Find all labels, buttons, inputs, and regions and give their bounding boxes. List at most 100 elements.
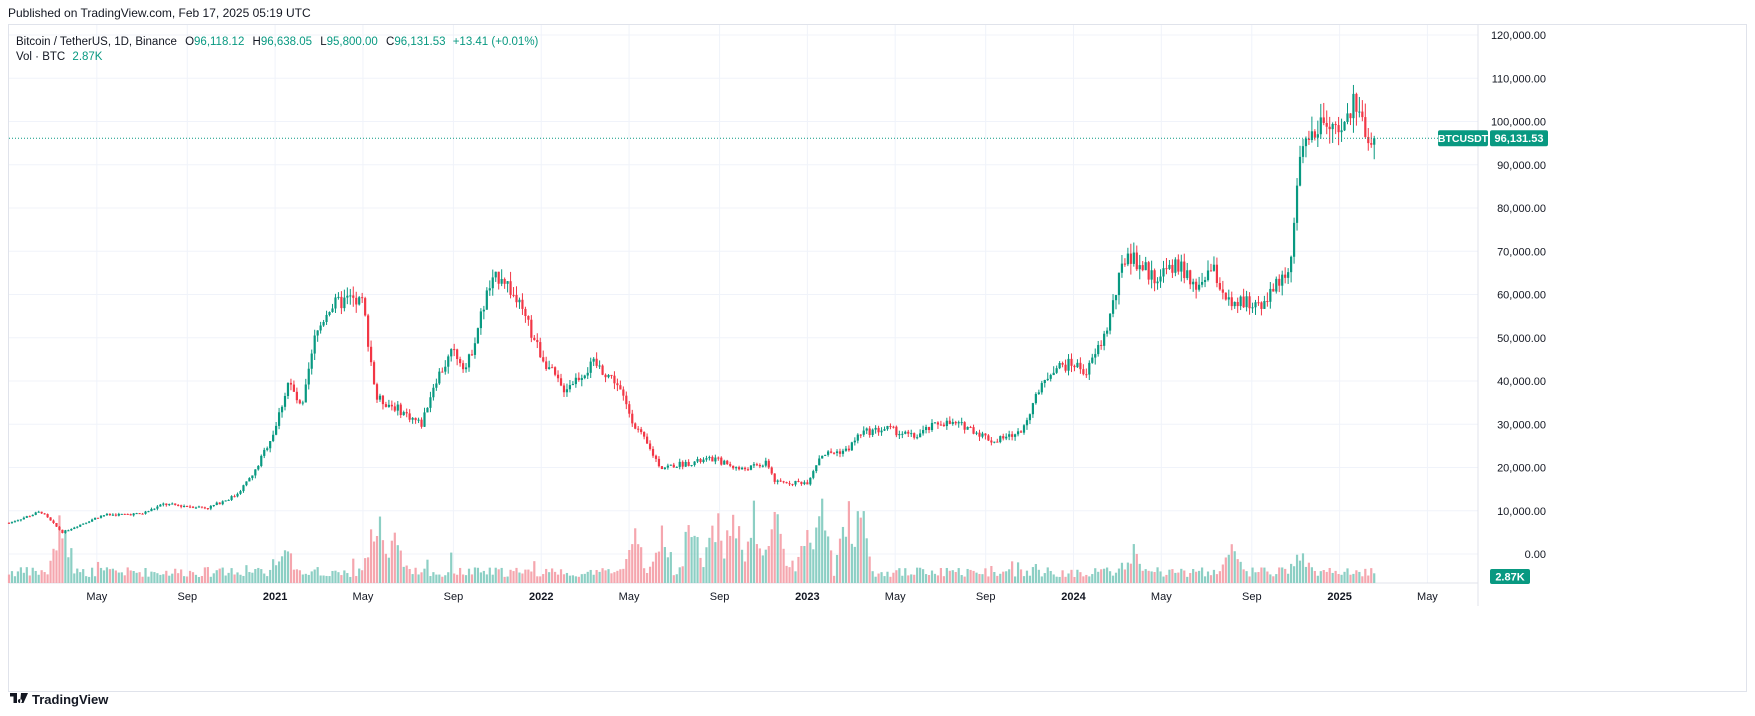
candle-body-169 [509, 281, 512, 295]
candle-body-156 [470, 354, 474, 356]
candle-body-404 [1206, 270, 1210, 281]
candle-body-417 [1245, 296, 1248, 308]
volume-bar-318 [951, 570, 954, 583]
candle-body-209 [628, 404, 631, 414]
volume-bar-134 [405, 565, 408, 583]
volume-bar-321 [960, 575, 963, 583]
volume-bar-324 [969, 569, 972, 583]
x-tick-label-15: May [1417, 591, 1438, 603]
candle-body-104 [316, 330, 319, 336]
candle-body-272 [815, 465, 818, 472]
volume-bar-114 [346, 573, 349, 583]
volume-bar-453 [1352, 573, 1355, 583]
candle-body-47 [147, 511, 150, 513]
candle-body-361 [1079, 362, 1082, 370]
volume-bar-49 [153, 572, 156, 583]
candle-body-314 [939, 424, 943, 426]
low-value: 95,800.00 [326, 36, 378, 48]
time-axis: May Sep 2021 May Sep 2022 May Sep 2023 May Sep 2024… [86, 591, 1438, 603]
volume-bar-72 [221, 567, 224, 583]
volume-bar-67 [206, 567, 209, 583]
volume-bar-425 [1269, 574, 1272, 583]
volume-bar-304 [910, 574, 913, 583]
candle-body-305 [913, 433, 916, 438]
candle-body-221 [663, 467, 666, 470]
volume-bar-13 [46, 574, 49, 583]
volume-bar-175 [527, 569, 530, 583]
candle-body-433 [1292, 222, 1296, 257]
legend-ohlc-row: Bitcoin / TetherUS, 1D, Binance O96,118.… [16, 35, 538, 50]
volume-bar-365 [1091, 574, 1094, 583]
candle-body-125 [378, 395, 382, 400]
volume-bar-191 [574, 576, 577, 583]
candle-body-226 [678, 461, 681, 467]
volume-bar-80 [245, 565, 248, 583]
candle-body-274 [821, 455, 824, 459]
candle-body-342 [1022, 425, 1026, 433]
candle-body-196 [589, 361, 592, 373]
candle-body-386 [1153, 270, 1156, 284]
y-tick-label-4: 80,000.00 [1497, 203, 1546, 215]
candle-body-152 [459, 359, 462, 364]
volume-bar-16 [55, 550, 58, 583]
open-value: 96,118.12 [194, 36, 245, 48]
footer-brand[interactable]: TradingView [10, 691, 108, 707]
candle-body-325 [972, 427, 975, 434]
volume-bar-50 [156, 573, 159, 583]
candle-body-82 [251, 475, 254, 479]
candle-body-119 [361, 297, 364, 299]
volume-bar-442 [1319, 571, 1322, 583]
candle-body-91 [277, 412, 281, 426]
volume-bar-303 [907, 575, 910, 583]
candle-body-355 [1061, 363, 1064, 365]
volume-bar-430 [1284, 568, 1287, 583]
candle-body-239 [717, 457, 720, 459]
candle-body-181 [545, 361, 548, 369]
candle-body-451 [1346, 113, 1349, 122]
volume-bar-250 [749, 537, 753, 583]
candle-body-218 [654, 455, 658, 459]
candle-body-318 [951, 421, 954, 424]
candle-body-132 [399, 404, 402, 416]
candle-body-163 [491, 277, 494, 289]
x-tick-label-0: May [86, 591, 107, 603]
volume-bar-7 [28, 575, 31, 583]
volume-bars [7, 498, 1376, 583]
candle-body-211 [634, 423, 637, 429]
candle-body-319 [954, 421, 957, 424]
candle-body-140 [423, 412, 426, 427]
volume-bar-38 [120, 572, 123, 583]
candle-body-459 [1370, 143, 1373, 145]
candle-body-367 [1097, 344, 1100, 355]
volume-bar-227 [681, 566, 684, 583]
candle-body-116 [352, 295, 355, 298]
candle-body-5 [22, 517, 25, 520]
candle-body-438 [1307, 138, 1311, 140]
volume-value: 2.87K [72, 51, 103, 63]
volume-bar-100 [304, 573, 307, 583]
candle-body-127 [384, 404, 388, 407]
volume-bar-70 [215, 570, 218, 583]
volume-bar-115 [349, 576, 352, 583]
volume-bar-356 [1064, 576, 1067, 583]
volume-bar-231 [693, 535, 696, 583]
candle-body-114 [346, 295, 349, 298]
candle-body-376 [1123, 263, 1127, 265]
candle-body-454 [1355, 93, 1358, 112]
candle-body-45 [141, 513, 144, 515]
volume-bar-148 [447, 572, 450, 583]
x-tick-label-5: 2022 [529, 591, 553, 603]
candle-body-49 [153, 508, 156, 510]
volume-bar-219 [657, 551, 661, 583]
x-tick-label-6: May [619, 591, 640, 603]
volume-bar-239 [717, 513, 720, 583]
volume-bar-132 [399, 550, 402, 583]
volume-bar-120 [364, 558, 367, 583]
volume-bar-103 [313, 569, 316, 583]
candle-body-300 [898, 434, 901, 436]
candle-body-242 [726, 460, 729, 465]
change-value: +13.41 (+0.01%) [452, 36, 539, 48]
candle-body-141 [426, 407, 429, 413]
volume-bar-434 [1295, 554, 1299, 583]
